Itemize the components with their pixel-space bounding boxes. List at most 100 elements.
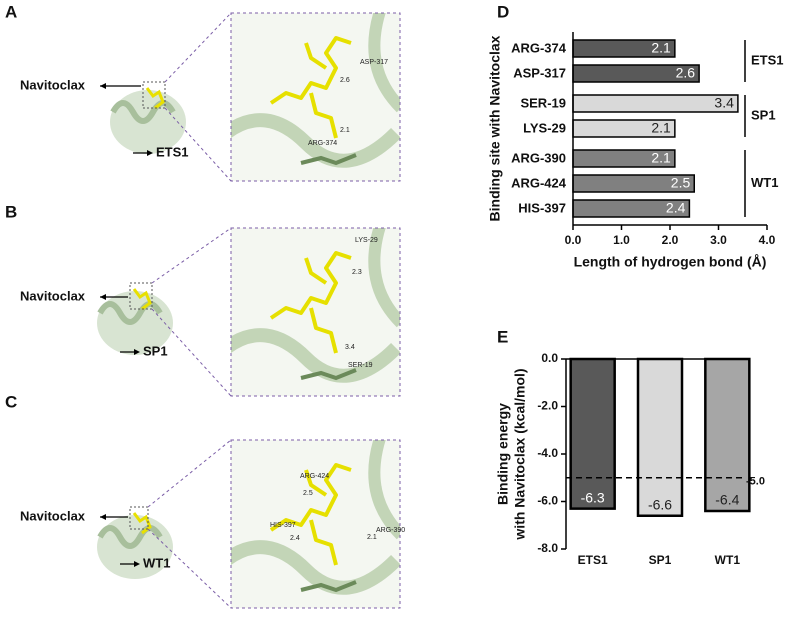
arrow-head (134, 561, 140, 567)
arrow-head (100, 83, 106, 89)
protein-ribbon (231, 328, 400, 383)
zoom-view (230, 439, 401, 609)
zoom-line (164, 12, 232, 83)
residue (300, 153, 357, 166)
group-label: WT1 (751, 175, 778, 190)
value-label: 2.1 (651, 40, 671, 56)
zoom-content (231, 13, 400, 168)
panel-letter: B (5, 202, 17, 221)
y-tick-label: 0.0 (541, 351, 558, 365)
x-tick-label: WT1 (715, 553, 741, 567)
category-label: ARG-374 (511, 40, 567, 55)
residue-label: 2.6 (340, 77, 350, 84)
bar (572, 94, 739, 113)
zoom-line (151, 308, 232, 397)
arrow-head (147, 150, 153, 156)
ligand (145, 87, 165, 110)
value-label: -6.3 (581, 489, 605, 505)
category-label: ARG-424 (511, 175, 567, 190)
zoom-box (129, 506, 149, 530)
zoom-content (231, 228, 400, 383)
bar (569, 357, 616, 510)
panel-letter: A (5, 2, 17, 21)
x-tick-label: 0.0 (565, 233, 582, 247)
zoom-view (230, 227, 401, 397)
y-tick-label: -6.0 (537, 494, 558, 508)
value-label: 2.1 (651, 150, 671, 166)
protein-ribbon (368, 13, 400, 113)
zoom-line (147, 528, 232, 609)
category-label: HIS-397 (518, 200, 566, 215)
zoom-line (151, 227, 232, 284)
ligand-label: Navitoclax (20, 288, 86, 303)
protein-ribbon (368, 440, 400, 540)
ligand-sticks (269, 251, 352, 354)
residue-label: 2.3 (352, 269, 362, 276)
zoom-view (230, 12, 401, 182)
category-label: SER-19 (520, 95, 566, 110)
zoom-frame (230, 12, 401, 182)
panel-letter: C (5, 392, 17, 411)
arrow-head (100, 294, 106, 300)
category-label: ARG-390 (511, 150, 566, 165)
protein-ribbon (368, 228, 400, 328)
value-label: -6.4 (715, 492, 739, 508)
y-axis-title: Binding site with Navitoclax (487, 35, 503, 221)
zoom-frame (230, 227, 401, 397)
residue-label: SER-19 (348, 362, 373, 369)
x-tick-label: 1.0 (613, 233, 630, 247)
residue-label: LYS-29 (355, 237, 378, 244)
reference-label: -5.0 (746, 476, 765, 488)
group-label: SP1 (751, 107, 776, 122)
bar (704, 357, 751, 513)
residue-label: ARG-424 (300, 473, 329, 480)
value-label: 2.1 (651, 120, 671, 136)
x-tick-label: 4.0 (759, 233, 776, 247)
zoom-line (164, 107, 232, 182)
residue-label: HIS-397 (270, 522, 296, 529)
protein-label: WT1 (143, 555, 170, 570)
zoom-content (231, 440, 400, 595)
residue-label: ASP-317 (360, 59, 388, 66)
residue-label: 2.1 (340, 127, 350, 134)
value-label: 2.4 (666, 200, 686, 216)
x-tick-label: ETS1 (578, 553, 608, 567)
y-tick-label: -8.0 (537, 541, 558, 555)
value-label: 2.5 (671, 175, 691, 191)
residue (300, 580, 357, 593)
value-label: 2.6 (676, 65, 696, 81)
residue-label: 2.4 (290, 535, 300, 542)
bar (636, 357, 684, 517)
residue-label: 3.4 (345, 344, 355, 351)
protein-ribbon (231, 113, 400, 168)
arrow-head (134, 349, 140, 355)
protein-label: SP1 (143, 343, 168, 358)
ligand-label: Navitoclax (20, 508, 86, 523)
residue-label: 2.1 (367, 534, 377, 541)
residue-label: 2.5 (303, 490, 313, 497)
residue (300, 368, 357, 381)
ligand-sticks (269, 36, 352, 139)
y-axis-title: with Navitoclax (kcal/mol) (512, 368, 528, 540)
y-axis-title: Binding energy (495, 403, 511, 505)
x-tick-label: SP1 (649, 553, 672, 567)
y-tick-label: -4.0 (537, 446, 558, 460)
x-tick-label: 2.0 (662, 233, 679, 247)
panel-letter: D (497, 2, 509, 21)
zoom-line (147, 439, 232, 508)
ligand-sticks (269, 463, 352, 566)
protein-ribbon (231, 540, 400, 595)
value-label: -6.6 (648, 496, 672, 512)
group-label: ETS1 (751, 52, 784, 67)
category-label: LYS-29 (523, 120, 566, 135)
category-label: ASP-317 (513, 65, 566, 80)
panel-letter: E (497, 327, 508, 346)
ligand-label: Navitoclax (20, 77, 86, 92)
residue-label: ARG-390 (376, 527, 405, 534)
protein-label: ETS1 (156, 144, 189, 159)
x-tick-label: 3.0 (710, 233, 727, 247)
ligand (132, 288, 152, 311)
residue-label: ARG-374 (308, 140, 337, 147)
arrow-head (100, 514, 106, 520)
